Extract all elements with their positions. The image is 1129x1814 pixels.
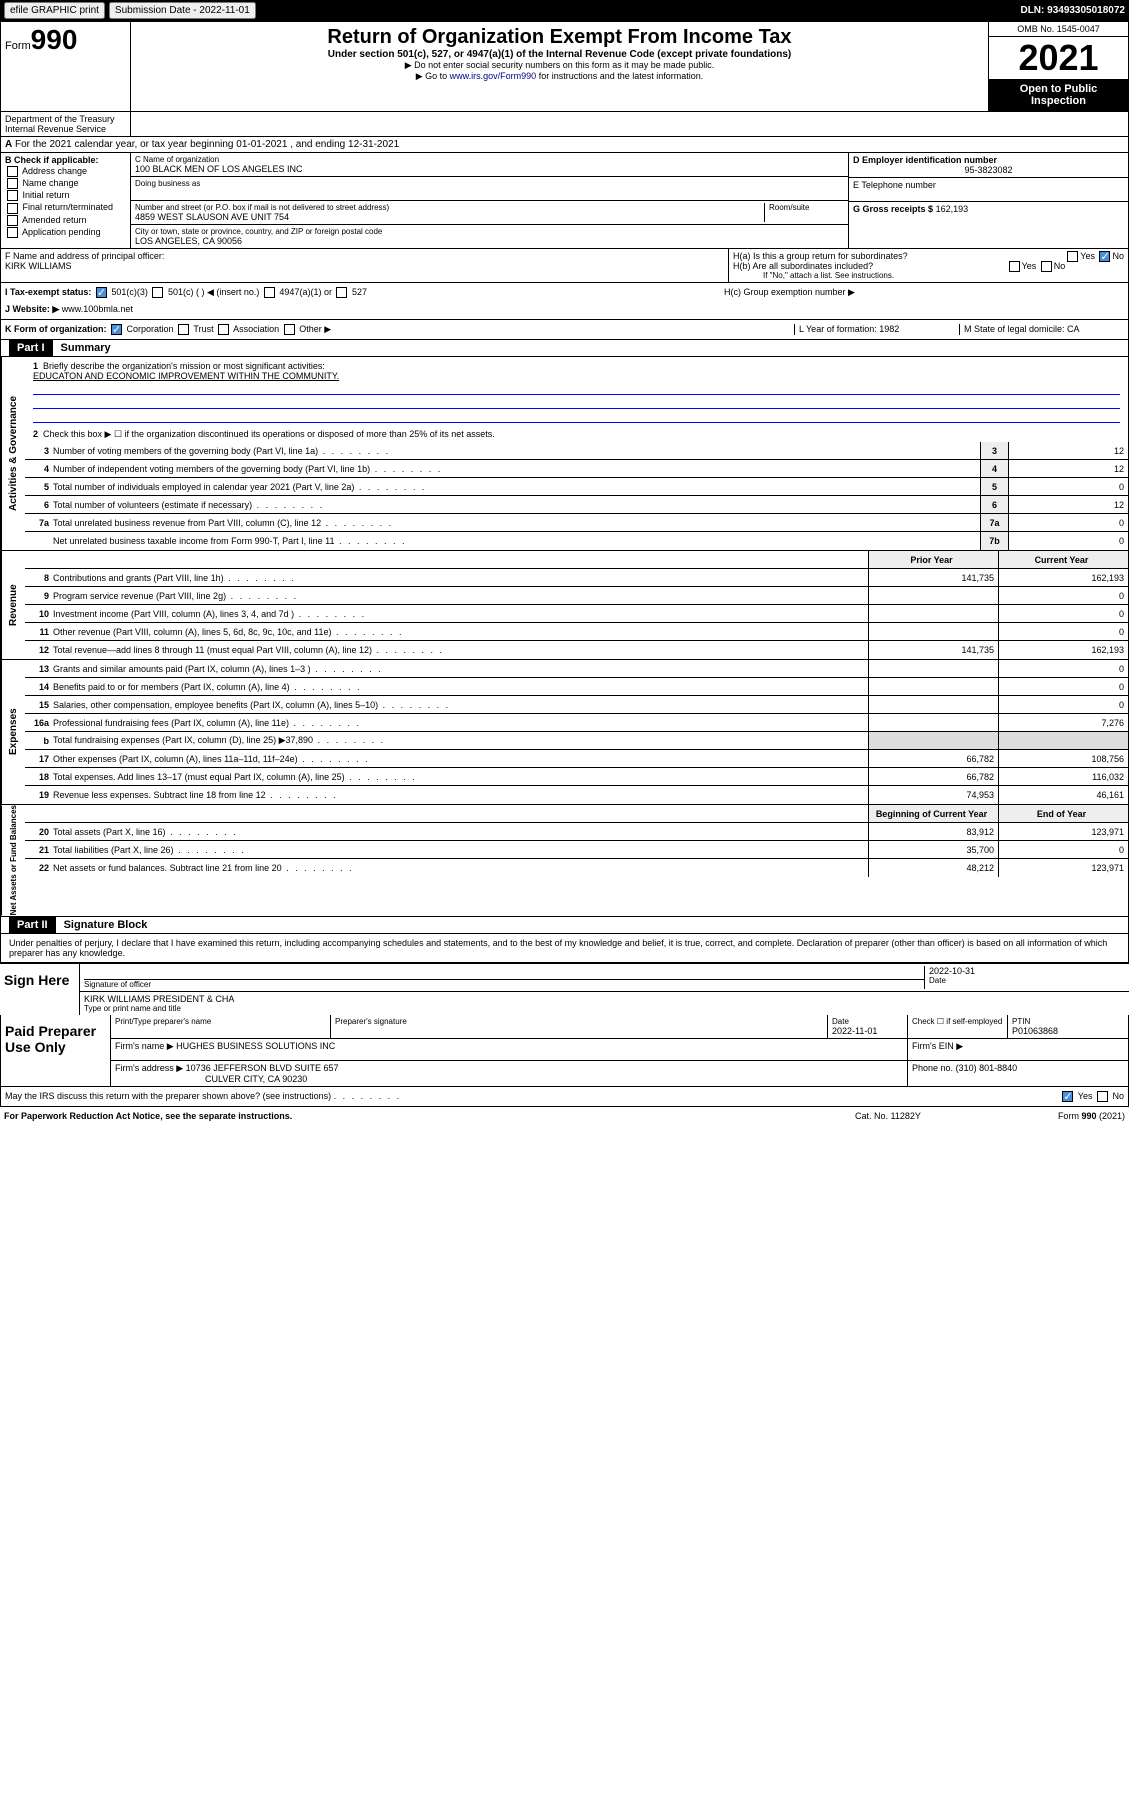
vert-label-governance: Activities & Governance	[1, 357, 25, 550]
irs-link[interactable]: www.irs.gov/Form990	[450, 71, 537, 81]
efile-print-button[interactable]: efile GRAPHIC print	[4, 2, 105, 19]
top-bar: efile GRAPHIC print Submission Date - 20…	[0, 0, 1129, 21]
section-e: E Telephone number	[849, 178, 1128, 202]
cat-number: Cat. No. 11282Y	[855, 1111, 1005, 1121]
part-2-title: Signature Block	[64, 919, 148, 931]
form-number: Form990	[5, 24, 126, 56]
discuss-question: May the IRS discuss this return with the…	[5, 1091, 1060, 1102]
section-b: B Check if applicable: Address change Na…	[1, 153, 131, 248]
vert-label-expenses: Expenses	[1, 660, 25, 804]
sign-here-label: Sign Here	[0, 964, 80, 1015]
section-m: M State of legal domicile: CA	[959, 324, 1124, 335]
vert-label-revenue: Revenue	[1, 551, 25, 659]
prior-year-header: Prior Year	[868, 551, 998, 568]
paperwork-notice: For Paperwork Reduction Act Notice, see …	[4, 1111, 292, 1121]
part-2-header: Part II	[9, 917, 56, 933]
section-d: D Employer identification number 95-3823…	[849, 153, 1128, 178]
officer-name: KIRK WILLIAMS PRESIDENT & CHA	[84, 994, 1125, 1004]
current-year-header: Current Year	[998, 551, 1128, 568]
section-k: K Form of organization: Corporation Trus…	[5, 324, 794, 335]
omb-number: OMB No. 1545-0047	[989, 22, 1128, 37]
end-year-header: End of Year	[998, 805, 1128, 822]
mission-text: EDUCATON AND ECONOMIC IMPROVEMENT WITHIN…	[33, 371, 1120, 381]
firm-address: 10736 JEFFERSON BLVD SUITE 657	[186, 1063, 339, 1073]
form-footer: Form 990 (2021)	[1005, 1111, 1125, 1121]
submission-date-button[interactable]: Submission Date - 2022-11-01	[109, 2, 256, 19]
open-inspection-label: Open to Public Inspection	[989, 79, 1128, 111]
dept-label: Department of the Treasury Internal Reve…	[1, 112, 131, 136]
form-subtitle: Under section 501(c), 527, or 4947(a)(1)…	[135, 49, 984, 60]
org-city: LOS ANGELES, CA 90056	[135, 236, 844, 246]
org-name: 100 BLACK MEN OF LOS ANGELES INC	[135, 164, 844, 174]
dln-label: DLN: 93493305018072	[1020, 5, 1125, 16]
paid-preparer-label: Paid Preparer Use Only	[1, 1015, 111, 1086]
form-title: Return of Organization Exempt From Incom…	[135, 26, 984, 49]
section-l: L Year of formation: 1982	[794, 324, 959, 335]
form-note-2: ▶ Go to www.irs.gov/Form990 for instruct…	[135, 71, 984, 82]
begin-year-header: Beginning of Current Year	[868, 805, 998, 822]
section-c: C Name of organization 100 BLACK MEN OF …	[131, 153, 848, 248]
declaration-text: Under penalties of perjury, I declare th…	[1, 934, 1128, 962]
section-h: H(a) Is this a group return for subordin…	[728, 249, 1128, 282]
firm-phone: (310) 801-8840	[956, 1063, 1018, 1073]
vert-label-net-assets: Net Assets or Fund Balances	[1, 805, 25, 915]
section-j: J Website: ▶ www.100bmla.net	[5, 304, 724, 315]
section-i: I Tax-exempt status: 501(c)(3) 501(c) ( …	[5, 287, 724, 298]
section-f: F Name and address of principal officer:…	[1, 249, 728, 282]
form-note-1: ▶ Do not enter social security numbers o…	[135, 60, 984, 71]
part-1-title: Summary	[61, 342, 111, 354]
section-hc: H(c) Group exemption number ▶	[724, 287, 1124, 315]
form-header: Form990 Return of Organization Exempt Fr…	[0, 21, 1129, 112]
tax-year: 2021	[989, 37, 1128, 79]
org-address: 4859 WEST SLAUSON AVE UNIT 754	[135, 212, 764, 222]
section-a: A For the 2021 calendar year, or tax yea…	[0, 137, 1129, 153]
firm-name: HUGHES BUSINESS SOLUTIONS INC	[176, 1041, 335, 1051]
section-g: G Gross receipts $ 162,193	[849, 202, 1128, 226]
part-1-header: Part I	[9, 340, 53, 356]
